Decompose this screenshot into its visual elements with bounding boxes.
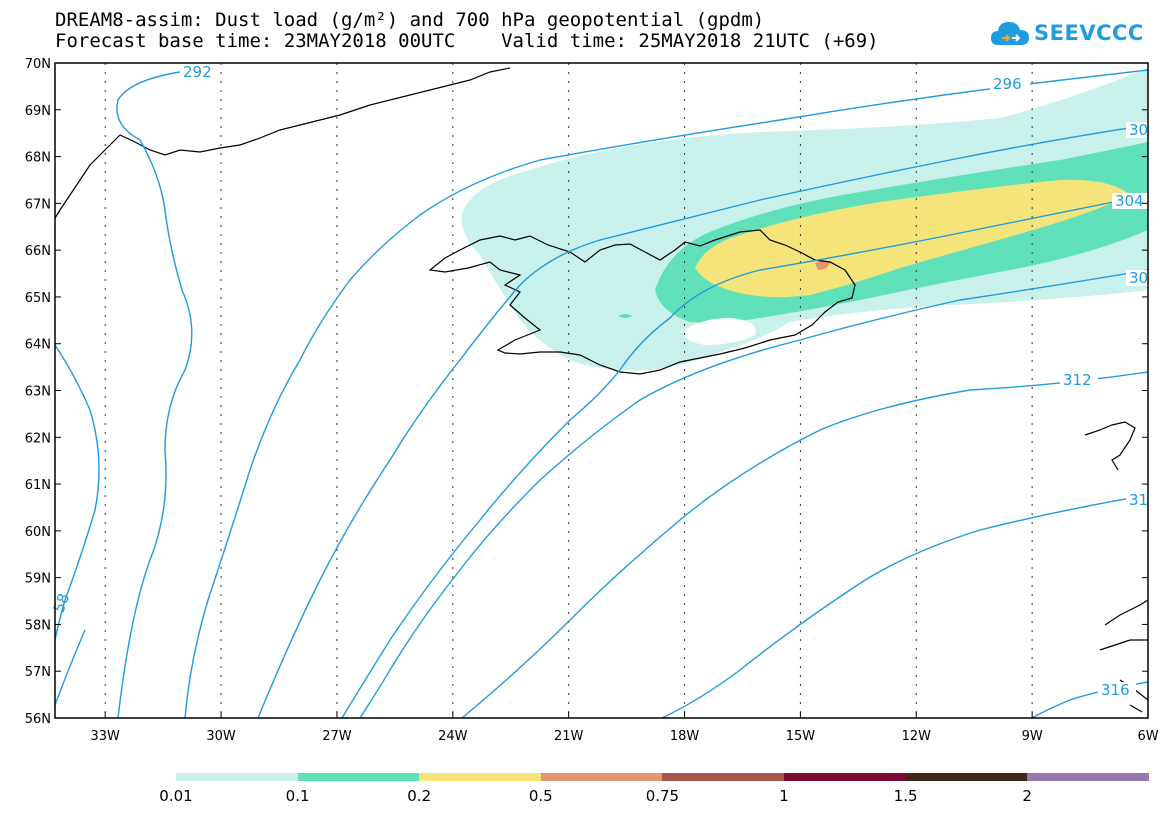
legend-color-box <box>540 773 663 781</box>
contour-label-300: 30 <box>1129 121 1148 139</box>
lat-tick-label: 59N <box>25 572 51 587</box>
lat-tick-label: 63N <box>25 385 51 400</box>
logo-text: SEEVCCC <box>1034 21 1144 45</box>
lon-tick-label: 27W <box>322 729 352 744</box>
seevccc-logo: SEEVCCC <box>990 18 1144 48</box>
lon-tick-label: 24W <box>438 729 468 744</box>
legend-label: 0.1 <box>285 787 310 805</box>
legend-label: 0.5 <box>528 787 553 805</box>
contour-label-308: 30 <box>1129 269 1148 287</box>
contour-west <box>55 344 100 641</box>
contour-label-316: 316 <box>1101 681 1130 699</box>
contour-labels: 292 296 30 304 30 312 31 316 58 <box>50 63 1148 699</box>
lon-tick-label: 18W <box>670 729 700 744</box>
lat-tick-label: 66N <box>25 244 51 259</box>
contour-label-304: 304 <box>1115 192 1144 210</box>
dust-load-shading <box>461 68 1148 371</box>
lat-tick-label: 65N <box>25 291 51 306</box>
dust-clear-patch <box>682 318 756 345</box>
legend-color-box <box>662 773 784 781</box>
contour-316 <box>661 494 1148 718</box>
contour-label-316-edge: 31 <box>1129 491 1148 509</box>
contour-label-296: 296 <box>993 75 1022 93</box>
title-line-2: Forecast base time: 23MAY2018 00UTC Vali… <box>55 30 879 52</box>
lat-tick-label: 67N <box>25 197 51 212</box>
cloud-icon <box>991 22 1029 45</box>
dust-level-0.2 <box>695 179 1130 298</box>
legend-label: 2 <box>1022 787 1032 805</box>
lat-tick-label: 64N <box>25 338 51 353</box>
legend-label: 0.01 <box>159 787 193 805</box>
coastlines <box>55 67 1148 713</box>
lon-tick-label: 33W <box>91 729 121 744</box>
lat-tick-label: 58N <box>25 618 51 633</box>
faroe-islands-coastline <box>1084 421 1136 471</box>
latitude-axis: 70N 69N 68N 67N 66N 65N 64N 63N 62N 61N 60N 59N 58N 5… <box>25 57 1148 727</box>
legend-color-box <box>1027 773 1149 781</box>
contour-label-312: 312 <box>1063 371 1092 389</box>
lat-tick-label: 70N <box>25 57 51 72</box>
scotland-coastline <box>1099 599 1148 713</box>
legend-color-box <box>905 773 1028 781</box>
iceland-coastline <box>428 229 856 375</box>
legend-label: 0.2 <box>407 787 432 805</box>
geopotential-contours <box>55 69 1148 718</box>
lon-tick-label: 30W <box>206 729 236 744</box>
lat-tick-label: 62N <box>25 431 51 446</box>
lon-tick-label: 6W <box>1137 729 1158 744</box>
dust-level-0.5 <box>815 260 830 270</box>
gridlines <box>104 63 1033 718</box>
dust-clear-patch-small <box>618 314 632 318</box>
legend-color-box <box>176 773 298 781</box>
contour-label-left: 58 <box>50 591 73 615</box>
map-title: DREAM8-assim: Dust load (g/m²) and 700 h… <box>55 10 879 52</box>
greenland-coastline <box>55 67 511 219</box>
lat-tick-label: 56N <box>25 712 51 727</box>
legend-label: 0.75 <box>645 787 680 805</box>
contour-312 <box>461 371 1148 718</box>
lon-tick-label: 21W <box>554 729 584 744</box>
lat-tick-label: 68N <box>25 151 51 166</box>
contour-west-2 <box>55 629 86 706</box>
contour-296 <box>184 69 1148 718</box>
contour-292 <box>116 71 193 718</box>
legend-color-box <box>784 773 906 781</box>
legend-color-box <box>297 773 420 781</box>
lon-tick-label: 12W <box>902 729 932 744</box>
contour-308 <box>359 269 1148 718</box>
lat-tick-label: 61N <box>25 478 51 493</box>
contour-304 <box>341 194 1148 718</box>
lat-tick-label: 60N <box>25 525 51 540</box>
longitude-axis: 33W 30W 27W 24W 21W 18W 15W 12W 9W 6W <box>91 712 1159 744</box>
title-line-1: DREAM8-assim: Dust load (g/m²) and 700 h… <box>55 9 765 31</box>
legend-label: 1.5 <box>893 787 918 805</box>
lon-tick-label: 15W <box>786 729 816 744</box>
legend-color-box <box>419 773 541 781</box>
contour-label-292: 292 <box>183 63 212 81</box>
contour-300 <box>257 124 1148 718</box>
lat-tick-label: 69N <box>25 104 51 119</box>
lon-tick-label: 9W <box>1022 729 1043 744</box>
lat-tick-label: 57N <box>25 665 51 680</box>
legend-label: 1 <box>779 787 789 805</box>
